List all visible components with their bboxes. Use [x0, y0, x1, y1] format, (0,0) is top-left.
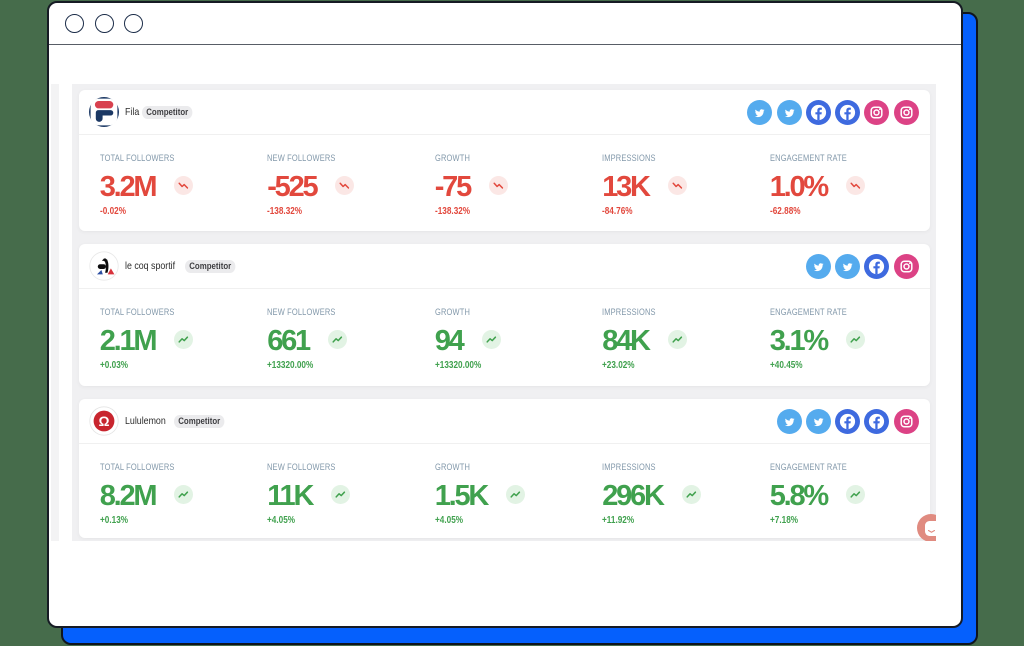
svg-text:Ω: Ω: [98, 414, 109, 429]
